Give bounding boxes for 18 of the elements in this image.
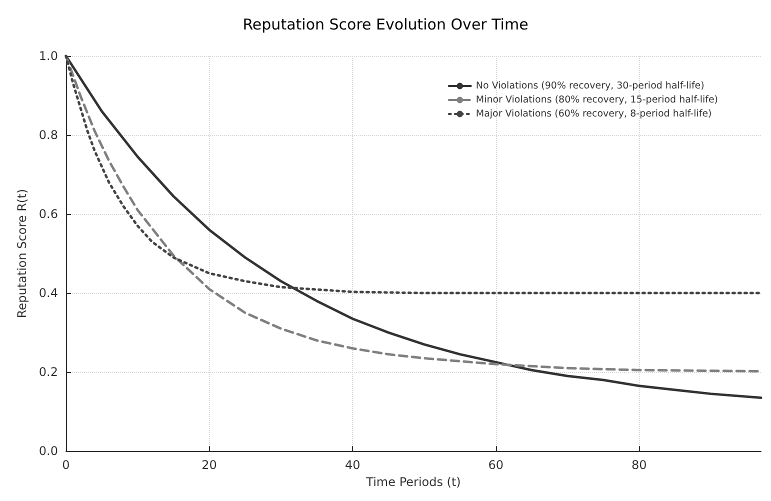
x-tick-label: 0 bbox=[62, 458, 70, 472]
x-tick-label: 40 bbox=[344, 458, 360, 472]
x-tick-label: 80 bbox=[632, 458, 647, 472]
y-tick-label: 0.2 bbox=[38, 365, 58, 380]
legend-label: Major Violations (60% recovery, 8-period half-life) bbox=[476, 108, 712, 120]
chart-title: Reputation Score Evolution Over Time bbox=[242, 16, 528, 34]
x-axis-title: Time Periods (t) bbox=[365, 475, 461, 489]
y-tick-label: 1.0 bbox=[38, 49, 58, 63]
y-axis-title: Reputation Score R(t) bbox=[15, 189, 29, 318]
y-tick-label: 0.4 bbox=[38, 286, 58, 300]
legend-label: Minor Violations (80% recovery, 15-period half-life) bbox=[476, 94, 718, 106]
legend-label: No Violations (90% recovery, 30-period half-life) bbox=[476, 80, 704, 92]
y-tick-label: 0.6 bbox=[38, 207, 58, 222]
x-tick-label: 60 bbox=[488, 458, 504, 472]
line-series bbox=[64, 54, 762, 294]
y-tick-label: 0.8 bbox=[38, 128, 58, 142]
y-tick-label: 0.0 bbox=[38, 444, 58, 458]
x-tick-label: 20 bbox=[202, 458, 217, 472]
